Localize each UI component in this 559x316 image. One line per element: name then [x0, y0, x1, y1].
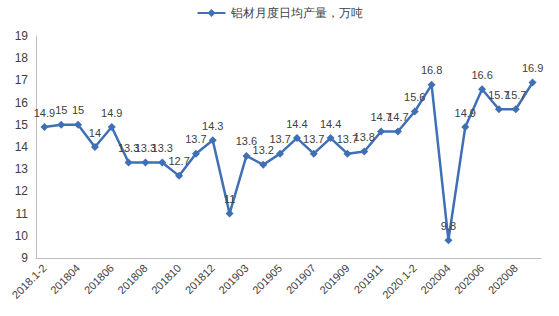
svg-text:13.3: 13.3 — [117, 142, 140, 154]
svg-text:202004: 202004 — [418, 262, 452, 296]
svg-text:19: 19 — [15, 29, 29, 43]
svg-text:铝材月度日均产量，万吨: 铝材月度日均产量，万吨 — [230, 6, 363, 20]
svg-text:9: 9 — [21, 251, 28, 265]
svg-text:16.6: 16.6 — [471, 69, 492, 81]
svg-text:15: 15 — [55, 104, 67, 116]
svg-text:13.8: 13.8 — [354, 131, 375, 143]
svg-text:14.7: 14.7 — [370, 111, 392, 123]
svg-text:15: 15 — [72, 104, 84, 116]
svg-text:11: 11 — [224, 193, 235, 205]
svg-text:13.7: 13.7 — [303, 133, 324, 145]
svg-text:14.9: 14.9 — [455, 107, 476, 119]
svg-text:201806: 201806 — [82, 262, 116, 296]
svg-text:201903: 201903 — [216, 262, 250, 296]
svg-text:201804: 201804 — [48, 262, 82, 296]
svg-text:10: 10 — [15, 229, 29, 243]
svg-text:15.7: 15.7 — [505, 89, 526, 101]
svg-text:13.2: 13.2 — [253, 144, 274, 156]
svg-text:12.7: 12.7 — [168, 155, 189, 167]
svg-text:13.7: 13.7 — [185, 133, 206, 145]
svg-text:201810: 201810 — [149, 262, 183, 296]
svg-text:14.7: 14.7 — [387, 111, 408, 123]
svg-text:201808: 201808 — [115, 262, 149, 296]
svg-text:15: 15 — [15, 118, 29, 132]
svg-text:14.4: 14.4 — [320, 118, 341, 130]
svg-text:14.4: 14.4 — [286, 118, 307, 130]
svg-text:15.6: 15.6 — [404, 91, 425, 103]
svg-text:16: 16 — [15, 96, 29, 110]
svg-text:201905: 201905 — [250, 262, 284, 296]
svg-text:18: 18 — [15, 51, 29, 65]
svg-text:14.9: 14.9 — [101, 107, 122, 119]
svg-text:12: 12 — [15, 184, 29, 198]
svg-text:202006: 202006 — [452, 262, 486, 296]
svg-text:14.9: 14.9 — [34, 107, 55, 119]
svg-text:2018.1-2: 2018.1-2 — [10, 262, 49, 301]
svg-text:13.7: 13.7 — [269, 133, 290, 145]
svg-text:201812: 201812 — [183, 262, 217, 296]
svg-text:13.6: 13.6 — [235, 135, 258, 148]
svg-text:202008: 202008 — [486, 262, 520, 296]
svg-text:17: 17 — [15, 73, 29, 87]
svg-text:16.9: 16.9 — [522, 62, 543, 74]
svg-text:13.7: 13.7 — [336, 133, 359, 146]
svg-text:13: 13 — [15, 162, 29, 176]
svg-text:14.3: 14.3 — [202, 120, 223, 132]
svg-text:2020.1-2: 2020.1-2 — [380, 262, 419, 301]
svg-text:15.7: 15.7 — [488, 88, 510, 101]
svg-text:13.3: 13.3 — [134, 142, 157, 154]
svg-text:9.8: 9.8 — [441, 220, 456, 232]
svg-text:16.8: 16.8 — [421, 64, 442, 76]
svg-text:201911: 201911 — [351, 262, 385, 296]
svg-text:201907: 201907 — [284, 262, 318, 296]
svg-text:201909: 201909 — [317, 262, 351, 296]
svg-text:14: 14 — [15, 140, 29, 154]
svg-text:13.3: 13.3 — [152, 142, 173, 154]
svg-text:14: 14 — [89, 127, 101, 139]
svg-text:11: 11 — [16, 207, 29, 221]
